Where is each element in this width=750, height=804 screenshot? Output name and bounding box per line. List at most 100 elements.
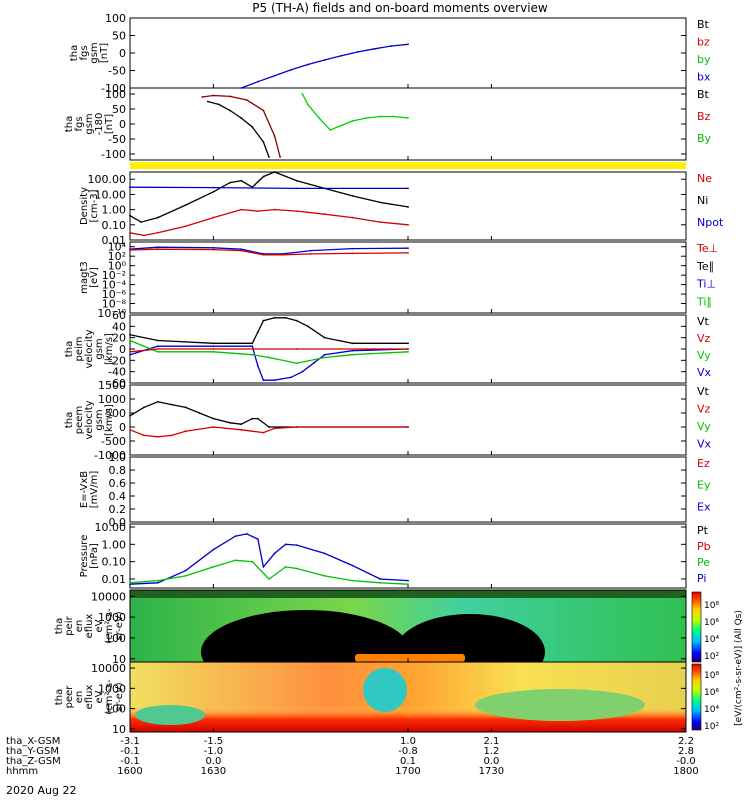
series-point-Vz xyxy=(212,348,215,350)
legend-entry: Bz xyxy=(697,110,711,123)
series-point-Te⊥ xyxy=(156,248,159,251)
series-point-Ni xyxy=(184,204,187,206)
y-tick-label: 10 xyxy=(112,723,126,736)
y-axis-label-line: peir xyxy=(64,615,75,635)
y-axis-label-line: fgs xyxy=(79,45,90,60)
series-point-Vt xyxy=(251,417,254,420)
series-point-Ni xyxy=(156,216,159,219)
series-point-Pe xyxy=(351,579,354,582)
series-point-Vz xyxy=(129,428,131,431)
y-tick-label: 10⁻⁶ xyxy=(102,288,127,301)
series-point-Ni xyxy=(140,221,143,224)
series-line-Vt xyxy=(129,317,408,344)
series-point-Vy xyxy=(351,353,354,356)
series-point-Pe xyxy=(234,559,237,562)
y-axis-label-line: en xyxy=(74,691,85,704)
legend-entry: Ti⊥ xyxy=(696,278,716,291)
series-point-Vt xyxy=(170,403,173,406)
y-axis-label-line: tha xyxy=(64,341,75,357)
series-point-Pi xyxy=(407,579,409,582)
x-tick-label: 1630 xyxy=(201,766,226,777)
x-tick-label: 2.2 xyxy=(678,736,694,747)
series-point-Ni xyxy=(295,179,298,182)
y-tick-label: 0.10 xyxy=(102,219,127,232)
series-point-By xyxy=(379,115,382,118)
y-axis-label-line: tha xyxy=(54,618,65,634)
series-point-Ti⊥ xyxy=(156,246,159,249)
series-line-Bz xyxy=(202,94,281,158)
x-tick-label: 1.2 xyxy=(483,746,499,757)
y-axis-label-line: eflux xyxy=(84,614,95,639)
series-point-Pi xyxy=(156,581,159,584)
series-point-bx xyxy=(290,68,293,71)
legend-entry: Ez xyxy=(697,457,710,470)
legend-entry: Vz xyxy=(697,403,711,416)
legend-entry: Pb xyxy=(697,540,711,553)
legend-entry: By xyxy=(697,132,712,145)
y-tick-label: 1000 xyxy=(98,611,126,624)
series-point-Ni xyxy=(129,214,131,217)
series-point-Pe xyxy=(268,578,270,580)
series-point-Te⊥ xyxy=(212,248,215,251)
series-point-Pi xyxy=(284,543,287,546)
series-point-Vz xyxy=(262,431,265,434)
y-axis-label-line: [nPa] xyxy=(89,543,100,569)
legend-entry: Ti∥ xyxy=(696,295,712,308)
series-point-Vy xyxy=(295,362,298,365)
series-point-Ne xyxy=(256,210,259,212)
colorbar-tick-label: 10⁴ xyxy=(704,635,719,645)
panel-frame xyxy=(129,523,687,589)
colorbar-tick-label: 10⁸ xyxy=(704,601,719,611)
series-point-Pi xyxy=(234,535,237,537)
y-axis-label-line: [eV] xyxy=(89,267,100,288)
series-point-Ne xyxy=(407,223,409,226)
panel-frame xyxy=(129,384,687,456)
series-line-By xyxy=(301,93,409,131)
y-axis-label-line: gsm xyxy=(94,409,105,430)
y-axis-label-line: gsm xyxy=(89,42,100,63)
colorbar-tick-label: 10² xyxy=(704,652,719,662)
series-line-Ni xyxy=(129,171,409,223)
series-point-Vz xyxy=(156,435,159,438)
series-point-Ti⊥ xyxy=(309,249,312,252)
x-tick-label: -0.0 xyxy=(676,756,696,767)
y-tick-label: 10² xyxy=(108,250,126,263)
colorbar-tick-label: 10⁶ xyxy=(704,688,719,698)
x-tick-label: 1600 xyxy=(117,766,142,777)
legend-entry: Pi xyxy=(697,572,706,585)
y-axis-label: Density [cm-3] xyxy=(79,187,100,225)
y-tick-label: 1000 xyxy=(98,682,126,695)
legend-entry: Ni xyxy=(697,194,708,207)
series-point-Te⊥ xyxy=(240,249,243,252)
y-tick-label: 1.00 xyxy=(102,204,127,217)
y-axis-label-line: fgs xyxy=(74,116,85,131)
x-tick-label: -3.1 xyxy=(120,736,140,747)
y-tick-label: -50 xyxy=(108,133,126,146)
colorbar xyxy=(691,591,702,663)
date-label: 2020 Aug 22 xyxy=(6,784,76,797)
y-tick-label: -100 xyxy=(101,82,126,95)
series-point-bx xyxy=(323,59,326,61)
series-point-Vx xyxy=(256,365,259,367)
y-axis-label-line: Pressure xyxy=(79,535,90,578)
ion-spectrogram-top-band xyxy=(130,590,686,598)
series-point-Vt xyxy=(156,339,159,342)
legend-entry: bz xyxy=(697,36,710,49)
electron-spectrogram-feature xyxy=(135,705,205,725)
series-point-Bz xyxy=(262,109,265,112)
series-point-Ti⊥ xyxy=(351,247,354,250)
plot-title: P5 (TH-A) fields and on-board moments ov… xyxy=(252,1,548,15)
y-tick-label: 40 xyxy=(112,320,126,333)
series-point-Vt xyxy=(273,316,276,319)
legend-entry: Ex xyxy=(697,500,711,513)
series-point-By xyxy=(329,129,332,131)
x-tick-label: 1730 xyxy=(479,766,504,777)
y-axis-label-line: peer xyxy=(64,685,75,709)
y-tick-label: 10⁴ xyxy=(108,241,127,254)
series-point-Ne xyxy=(379,221,382,224)
legend-entry: Te∥ xyxy=(696,260,714,273)
y-tick-label: 1500 xyxy=(98,379,126,392)
series-point-Te⊥ xyxy=(309,253,312,255)
